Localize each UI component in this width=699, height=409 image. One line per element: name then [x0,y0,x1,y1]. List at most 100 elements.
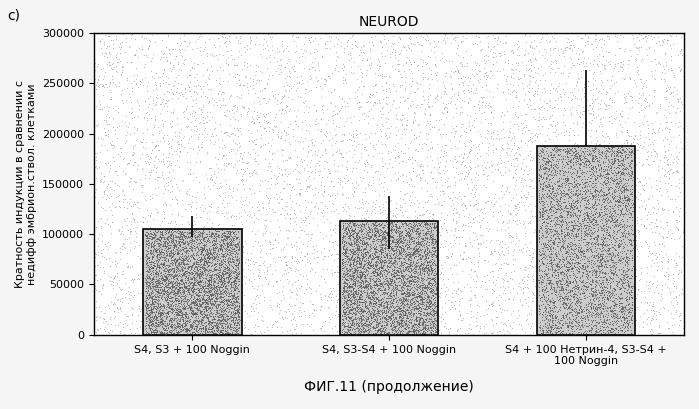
Point [571,323,582,329]
Point [393,229,404,236]
Point [408,255,419,261]
Point [540,70,551,76]
Point [214,317,225,324]
Point [171,220,182,227]
Point [476,93,487,100]
Point [354,304,366,311]
Point [203,279,215,285]
Point [463,184,474,191]
Point [161,87,173,94]
Point [383,330,394,336]
Point [565,325,577,331]
Point [550,315,561,321]
Point [547,303,558,310]
Point [226,247,238,254]
Point [385,280,396,286]
Point [145,309,157,315]
Point [189,301,201,308]
Point [592,306,603,312]
Point [607,161,618,168]
Point [535,252,547,258]
Point [568,210,579,216]
Point [205,267,216,273]
Point [454,234,465,240]
Point [562,151,573,157]
Point [542,295,554,302]
Point [150,236,161,243]
Point [376,291,387,297]
Point [599,294,610,300]
Point [354,299,365,306]
Point [545,247,556,254]
Point [196,316,207,322]
Point [579,316,591,322]
Point [586,192,598,198]
Point [410,243,421,249]
Point [392,304,403,311]
Point [609,200,620,207]
Point [359,288,370,295]
Point [626,186,637,192]
Point [233,303,244,309]
Point [196,248,207,255]
Point [403,317,414,324]
Point [663,285,675,292]
Point [408,321,419,327]
Point [166,234,177,241]
Point [96,291,107,297]
Point [280,63,291,70]
Point [187,283,199,290]
Point [188,285,199,291]
Point [612,254,623,261]
Point [396,115,408,122]
Point [412,323,424,329]
Point [146,263,157,270]
Point [456,317,468,324]
Point [216,319,227,325]
Point [596,297,607,303]
Point [202,288,213,294]
Point [368,272,380,278]
Point [354,258,365,265]
Point [261,266,273,273]
Point [174,283,185,290]
Point [183,263,194,269]
Point [166,310,178,317]
Point [445,157,456,163]
Point [404,268,415,275]
Point [229,328,240,335]
Point [172,151,183,157]
Point [97,315,108,321]
Point [623,228,634,234]
Point [285,203,296,210]
Point [552,148,563,155]
Point [608,297,619,303]
Point [286,85,297,92]
Point [362,291,373,298]
Point [361,291,372,297]
Point [221,302,232,309]
Point [487,169,498,176]
Point [219,326,230,333]
Point [161,236,173,243]
Point [586,166,598,173]
Point [368,226,380,233]
Point [210,161,222,167]
Point [141,301,152,308]
Point [123,179,134,185]
Point [573,322,584,328]
Point [634,228,645,234]
Point [290,221,301,227]
Point [426,210,438,217]
Point [534,226,545,233]
Point [361,72,372,79]
Point [370,230,381,236]
Point [206,262,217,268]
Point [422,130,433,137]
Point [406,324,417,331]
Point [565,330,576,336]
Point [161,291,173,298]
Point [373,266,384,273]
Point [602,300,613,307]
Point [621,234,632,240]
